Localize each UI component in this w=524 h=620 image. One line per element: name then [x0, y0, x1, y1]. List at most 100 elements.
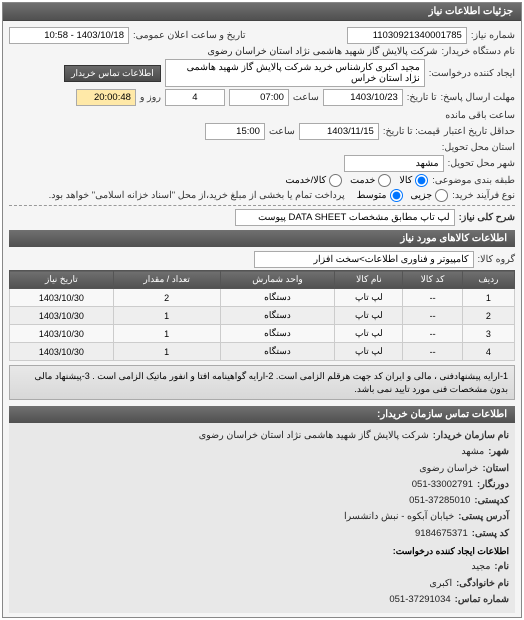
validity-label: حداقل تاریخ اعتبار	[444, 126, 515, 137]
class-radio-goods[interactable]	[415, 174, 428, 187]
table-cell: 1403/10/30	[10, 343, 114, 361]
panel-title: جزئیات اطلاعات نیاز	[3, 3, 521, 21]
contact-post: 051-37285010	[409, 494, 470, 508]
deadline-time: 07:00	[229, 89, 289, 106]
announce-label: تاریخ و ساعت اعلان عمومی:	[133, 30, 246, 41]
col-qty: تعداد / مقدار	[113, 271, 220, 289]
table-cell: 1	[113, 343, 220, 361]
validity-time: 15:00	[205, 123, 265, 140]
process-option-medium[interactable]: متوسط	[357, 189, 403, 202]
process-option-minor[interactable]: جزیی	[411, 189, 449, 202]
city-value: مشهد	[344, 155, 444, 172]
table-cell: لپ تاپ	[335, 343, 403, 361]
table-cell: 1	[462, 289, 514, 307]
table-cell: --	[403, 343, 462, 361]
table-header-row: ردیف کد کالا نام کالا واحد شمارش تعداد /…	[10, 271, 515, 289]
need-no-label: شماره نیاز:	[471, 30, 515, 41]
table-row[interactable]: 3--لپ تاپدستگاه11403/10/30	[10, 325, 515, 343]
table-cell: 4	[462, 343, 514, 361]
creator-section-title: اطلاعات ایجاد کننده درخواست:	[15, 545, 509, 559]
need-no-value: 11030921340001785	[347, 27, 467, 44]
contact-postcode-label: کد پستی:	[472, 527, 509, 541]
deadline-label: مهلت ارسال پاسخ:	[441, 92, 515, 103]
table-cell: --	[403, 325, 462, 343]
contact-fax-label: دورنگار:	[477, 478, 509, 492]
deadline-and-label: روز و	[140, 92, 161, 103]
col-date: تاریخ نیاز	[10, 271, 114, 289]
table-cell: لپ تاپ	[335, 289, 403, 307]
need-details-panel: جزئیات اطلاعات نیاز شماره نیاز: 11030921…	[2, 2, 522, 618]
table-cell: --	[403, 307, 462, 325]
requester-label: ایجاد کننده درخواست:	[429, 68, 515, 79]
table-cell: 2	[113, 289, 220, 307]
class-option-both[interactable]: کالا/خدمت	[285, 174, 342, 187]
org-label: نام دستگاه خریدار:	[442, 46, 516, 57]
divider	[9, 205, 515, 206]
requester-value: مجید اکبری کارشناس خرید شرکت پالایش گاز …	[165, 59, 425, 87]
contact-name: مجید	[471, 560, 490, 574]
table-cell: 1	[113, 307, 220, 325]
table-cell: 2	[462, 307, 514, 325]
contact-address-label: آدرس پستی:	[458, 510, 509, 524]
org-value: شرکت پالایش گاز شهید هاشمی نژاد استان خر…	[207, 46, 437, 57]
table-cell: لپ تاپ	[335, 307, 403, 325]
table-cell: 1	[113, 325, 220, 343]
validity-date: 1403/11/15	[299, 123, 379, 140]
class-option-goods[interactable]: کالا	[399, 174, 428, 187]
process-label: نوع فرآیند خرید:	[452, 190, 515, 201]
process-radio-minor[interactable]	[435, 189, 448, 202]
contact-city: مشهد	[461, 445, 484, 459]
contact-province-label: استان:	[482, 462, 509, 476]
table-row[interactable]: 2--لپ تاپدستگاه11403/10/30	[10, 307, 515, 325]
col-name: نام کالا	[335, 271, 403, 289]
contact-block: نام سازمان خریدار: شرکت پالایش گاز شهید ه…	[9, 423, 515, 613]
class-option-service[interactable]: خدمت	[350, 174, 391, 187]
requirements-note: 1-ارایه پیشنهادفنی ، مالی و ایران کد جهت…	[9, 365, 515, 400]
contact-section-title: اطلاعات تماس سازمان خریدار:	[9, 406, 515, 423]
city-label: شهر محل تحویل:	[448, 158, 515, 169]
contact-phone: 051-37291034	[389, 593, 450, 607]
contact-org: شرکت پالایش گاز شهید هاشمی نژاد استان خر…	[199, 429, 429, 443]
classification-options: کالا خدمت کالا/خدمت	[285, 174, 428, 187]
contact-fax: 051-33002791	[412, 478, 473, 492]
deadline-date: 1403/10/23	[323, 89, 403, 106]
table-cell: 1403/10/30	[10, 307, 114, 325]
group-label: گروه کالا:	[478, 254, 515, 265]
table-cell: 1403/10/30	[10, 325, 114, 343]
contact-name-label: نام:	[494, 560, 509, 574]
deadline-time-label: ساعت	[293, 92, 319, 103]
contact-address: خیابان آبکوه - نبش دانشسرا	[344, 510, 454, 524]
contact-city-label: شهر:	[488, 445, 509, 459]
deadline-to-label: تا تاریخ:	[407, 92, 437, 103]
table-cell: دستگاه	[220, 289, 335, 307]
province-label: استان محل تحویل:	[442, 142, 515, 153]
col-unit: واحد شمارش	[220, 271, 335, 289]
validity-sub-label: قیمت: تا تاریخ:	[383, 126, 440, 137]
table-row[interactable]: 1--لپ تاپدستگاه21403/10/30	[10, 289, 515, 307]
process-note: پرداخت تمام یا بخشی از مبلغ خرید،از محل …	[49, 190, 345, 201]
deadline-days: 4	[165, 89, 225, 106]
contact-postcode: 9184675371	[415, 527, 468, 541]
table-cell: --	[403, 289, 462, 307]
contact-province: خراسان رضوی	[419, 462, 478, 476]
contact-family-label: نام خانوادگی:	[456, 577, 509, 591]
contact-org-label: نام سازمان خریدار:	[433, 429, 509, 443]
table-cell: دستگاه	[220, 343, 335, 361]
class-radio-both[interactable]	[329, 174, 342, 187]
deadline-countdown: 20:00:48	[76, 89, 136, 106]
summary-label: شرح کلی نیاز:	[459, 212, 515, 223]
col-index: ردیف	[462, 271, 514, 289]
table-cell: دستگاه	[220, 325, 335, 343]
contact-post-label: کدپستی:	[474, 494, 509, 508]
goods-table: ردیف کد کالا نام کالا واحد شمارش تعداد /…	[9, 270, 515, 361]
announce-value: 1403/10/18 - 10:58	[9, 27, 129, 44]
buyer-contact-button[interactable]: اطلاعات تماس خریدار	[64, 65, 161, 82]
process-radio-medium[interactable]	[390, 189, 403, 202]
group-value: کامپیوتر و فناوری اطلاعات>سخت افزار	[254, 251, 474, 268]
table-row[interactable]: 4--لپ تاپدستگاه11403/10/30	[10, 343, 515, 361]
goods-section-title: اطلاعات کالاهای مورد نیاز	[9, 230, 515, 247]
table-cell: 1403/10/30	[10, 289, 114, 307]
deadline-remain-label: ساعت باقی مانده	[445, 110, 515, 121]
class-radio-service[interactable]	[378, 174, 391, 187]
process-options: جزیی متوسط	[357, 189, 449, 202]
